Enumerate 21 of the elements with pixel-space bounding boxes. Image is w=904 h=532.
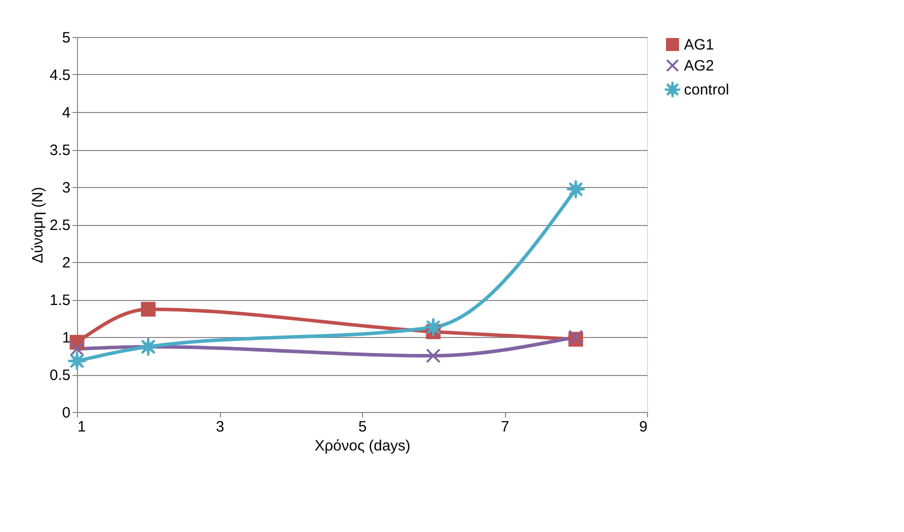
y-tick-label: 1: [62, 330, 70, 346]
legend-label: AG2: [684, 58, 714, 74]
y-tick-label: 2: [62, 254, 70, 272]
y-tick-label: 4: [62, 104, 70, 122]
legend-label: AG1: [684, 36, 714, 54]
y-tick-label: 0: [62, 404, 70, 422]
x-axis-title: Χρόνος (days): [314, 438, 410, 454]
y-tick-label: 2.5: [50, 217, 70, 234]
y-tick-label: 0.5: [50, 367, 70, 384]
y-tick-label: 5: [62, 30, 70, 46]
x-tick-label: 5: [358, 418, 367, 436]
legend-label: control: [684, 82, 730, 98]
y-tick-label: 4.5: [50, 67, 70, 84]
x-tick-label: 1: [78, 418, 86, 436]
x-tick-label: 3: [216, 418, 224, 436]
y-tick-label: 3: [62, 180, 70, 196]
y-tick-label: 1.5: [50, 292, 70, 309]
x-tick-label: 7: [500, 418, 510, 436]
y-axis-title: Δύναμη (N): [30, 186, 47, 264]
x-tick-label: 9: [639, 418, 648, 436]
y-tick-label: 3.5: [50, 142, 70, 159]
